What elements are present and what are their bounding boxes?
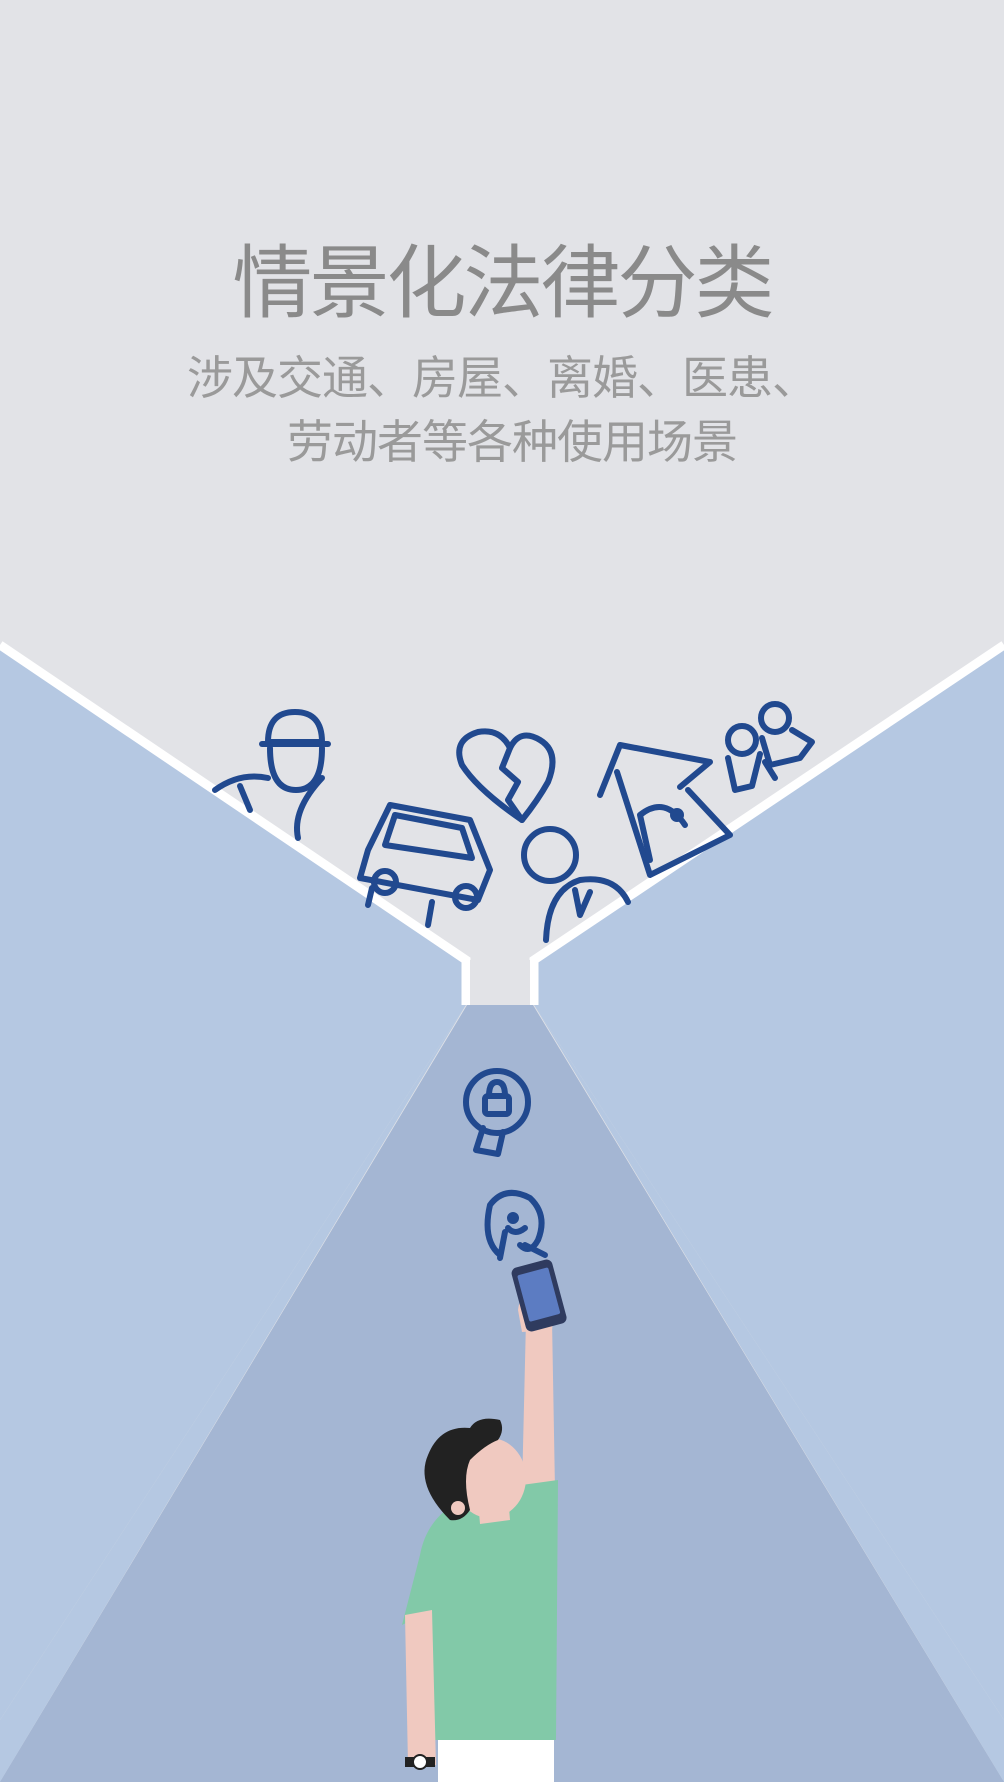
right-panel — [534, 650, 1004, 1720]
subtitle-line-2: 劳动者等各种使用场景 — [287, 415, 738, 469]
left-panel-lower — [0, 1005, 466, 1782]
left-panel — [0, 650, 466, 1720]
subtitle-line-1: 涉及交通、房屋、离婚、医患、 — [187, 351, 818, 405]
right-panel-lower — [534, 1005, 1004, 1782]
page-title: 情景化法律分类 — [232, 237, 775, 330]
page-subtitle: 涉及交通、房屋、离婚、医患、 劳动者等各种使用场景 — [0, 346, 1004, 474]
divider-line — [529, 641, 1004, 1005]
divider-line — [0, 641, 471, 1005]
